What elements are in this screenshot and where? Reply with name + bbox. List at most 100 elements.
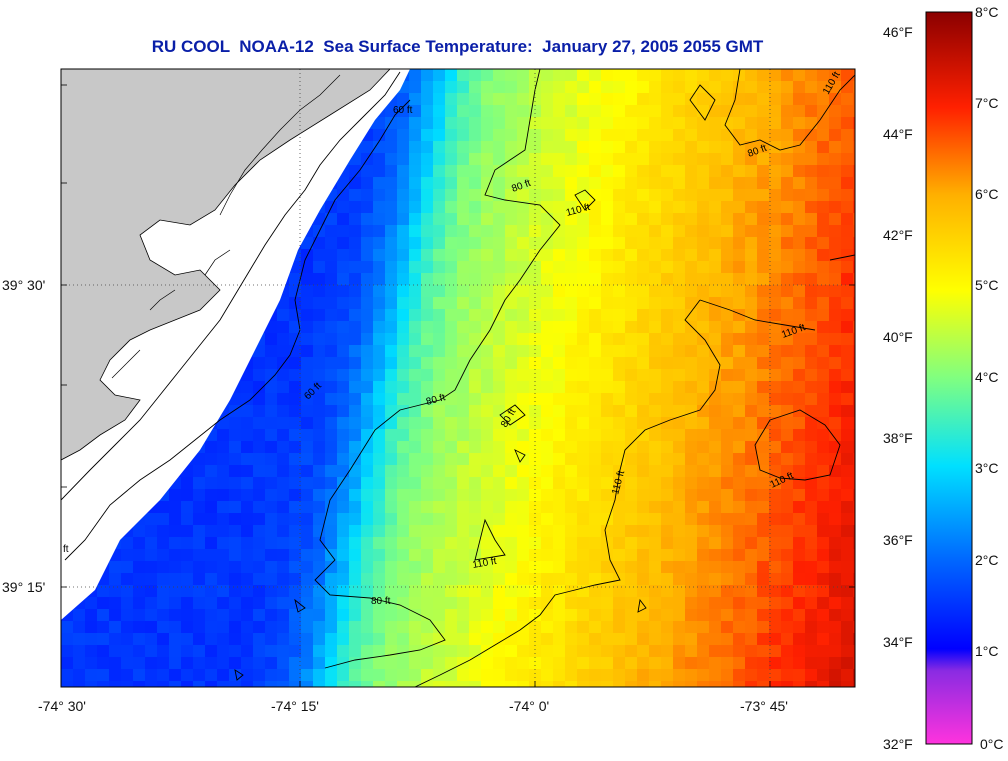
sst-cell: [541, 537, 553, 549]
sst-cell: [361, 405, 373, 417]
sst-cell: [745, 633, 757, 645]
sst-cell: [637, 213, 649, 225]
sst-cell: [481, 597, 493, 609]
sst-cell: [409, 453, 421, 465]
sst-cell: [817, 501, 829, 513]
sst-cell: [253, 417, 265, 429]
sst-cell: [181, 537, 193, 549]
sst-cell: [793, 513, 805, 525]
sst-cell: [445, 393, 457, 405]
sst-cell: [289, 453, 301, 465]
sst-cell: [85, 669, 97, 681]
sst-cell: [397, 225, 409, 237]
sst-cell: [517, 117, 529, 129]
sst-cell: [781, 681, 793, 687]
sst-cell: [421, 489, 433, 501]
sst-cell: [637, 117, 649, 129]
sst-cell: [529, 201, 541, 213]
sst-cell: [445, 129, 457, 141]
sst-cell: [661, 81, 673, 93]
sst-cell: [769, 381, 781, 393]
sst-cell: [625, 285, 637, 297]
sst-cell: [805, 441, 817, 453]
sst-cell: [445, 369, 457, 381]
sst-cell: [541, 585, 553, 597]
sst-cell: [613, 285, 625, 297]
sst-cell: [421, 117, 433, 129]
sst-cell: [169, 597, 181, 609]
sst-cell: [673, 213, 685, 225]
sst-cell: [601, 441, 613, 453]
sst-cell: [793, 597, 805, 609]
sst-cell: [505, 405, 517, 417]
sst-cell: [445, 633, 457, 645]
sst-cell: [145, 669, 157, 681]
sst-cell: [697, 489, 709, 501]
sst-cell: [61, 657, 73, 669]
sst-cell: [421, 537, 433, 549]
sst-cell: [421, 285, 433, 297]
sst-cell: [541, 681, 553, 687]
sst-cell: [613, 249, 625, 261]
sst-cell: [769, 201, 781, 213]
sst-cell: [481, 621, 493, 633]
sst-cell: [697, 249, 709, 261]
sst-cell: [745, 513, 757, 525]
sst-cell: [637, 129, 649, 141]
sst-cell: [721, 489, 733, 501]
sst-cell: [289, 633, 301, 645]
sst-cell: [445, 165, 457, 177]
sst-cell: [205, 561, 217, 573]
sst-cell: [853, 285, 855, 297]
sst-cell: [505, 669, 517, 681]
sst-cell: [313, 681, 325, 687]
sst-cell: [229, 561, 241, 573]
sst-cell: [589, 405, 601, 417]
sst-cell: [673, 189, 685, 201]
sst-cell: [505, 345, 517, 357]
sst-cell: [697, 405, 709, 417]
sst-cell: [457, 357, 469, 369]
sst-cell: [145, 537, 157, 549]
sst-cell: [241, 585, 253, 597]
sst-cell: [673, 525, 685, 537]
sst-cell: [457, 165, 469, 177]
sst-cell: [181, 609, 193, 621]
sst-cell: [469, 441, 481, 453]
sst-cell: [313, 477, 325, 489]
sst-cell: [493, 153, 505, 165]
sst-cell: [637, 69, 649, 81]
sst-cell: [325, 261, 337, 273]
sst-cell: [373, 489, 385, 501]
sst-cell: [145, 621, 157, 633]
sst-cell: [157, 681, 169, 687]
sst-cell: [673, 273, 685, 285]
sst-cell: [145, 573, 157, 585]
sst-cell: [577, 573, 589, 585]
sst-cell: [505, 141, 517, 153]
sst-cell: [553, 333, 565, 345]
sst-cell: [457, 441, 469, 453]
sst-cell: [505, 477, 517, 489]
sst-cell: [601, 669, 613, 681]
sst-cell: [565, 405, 577, 417]
sst-cell: [793, 573, 805, 585]
sst-cell: [433, 141, 445, 153]
sst-cell: [589, 381, 601, 393]
sst-cell: [277, 429, 289, 441]
sst-cell: [217, 549, 229, 561]
sst-cell: [745, 309, 757, 321]
sst-cell: [121, 657, 133, 669]
sst-cell: [685, 285, 697, 297]
sst-cell: [325, 465, 337, 477]
sst-cell: [601, 405, 613, 417]
sst-cell: [241, 441, 253, 453]
sst-cell: [73, 657, 85, 669]
sst-cell: [529, 477, 541, 489]
sst-cell: [673, 81, 685, 93]
sst-cell: [529, 585, 541, 597]
sst-cell: [577, 285, 589, 297]
sst-cell: [637, 465, 649, 477]
sst-cell: [505, 417, 517, 429]
sst-cell: [517, 465, 529, 477]
